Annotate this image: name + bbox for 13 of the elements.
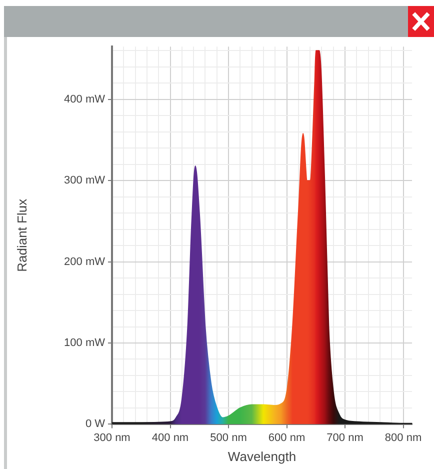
- y-tick-label: 0 W: [85, 418, 106, 430]
- x-tick-label: 700 nm: [326, 432, 364, 444]
- x-tick-label: 400 nm: [152, 432, 189, 444]
- x-tick-label: 600 nm: [268, 432, 306, 444]
- y-axis-title: Radiant Flux: [14, 198, 30, 272]
- y-tick-label: 200 mW: [64, 256, 106, 268]
- y-tick-label: 400 mW: [64, 93, 106, 106]
- x-tick-label: 300 nm: [94, 432, 130, 444]
- y-tick-label: 300 mW: [64, 174, 106, 187]
- y-tick-label: 100 mW: [64, 337, 106, 350]
- x-tick-label: 500 nm: [210, 432, 247, 444]
- x-tick-label: 800 nm: [384, 432, 422, 444]
- x-axis-title: Wavelength: [228, 448, 296, 464]
